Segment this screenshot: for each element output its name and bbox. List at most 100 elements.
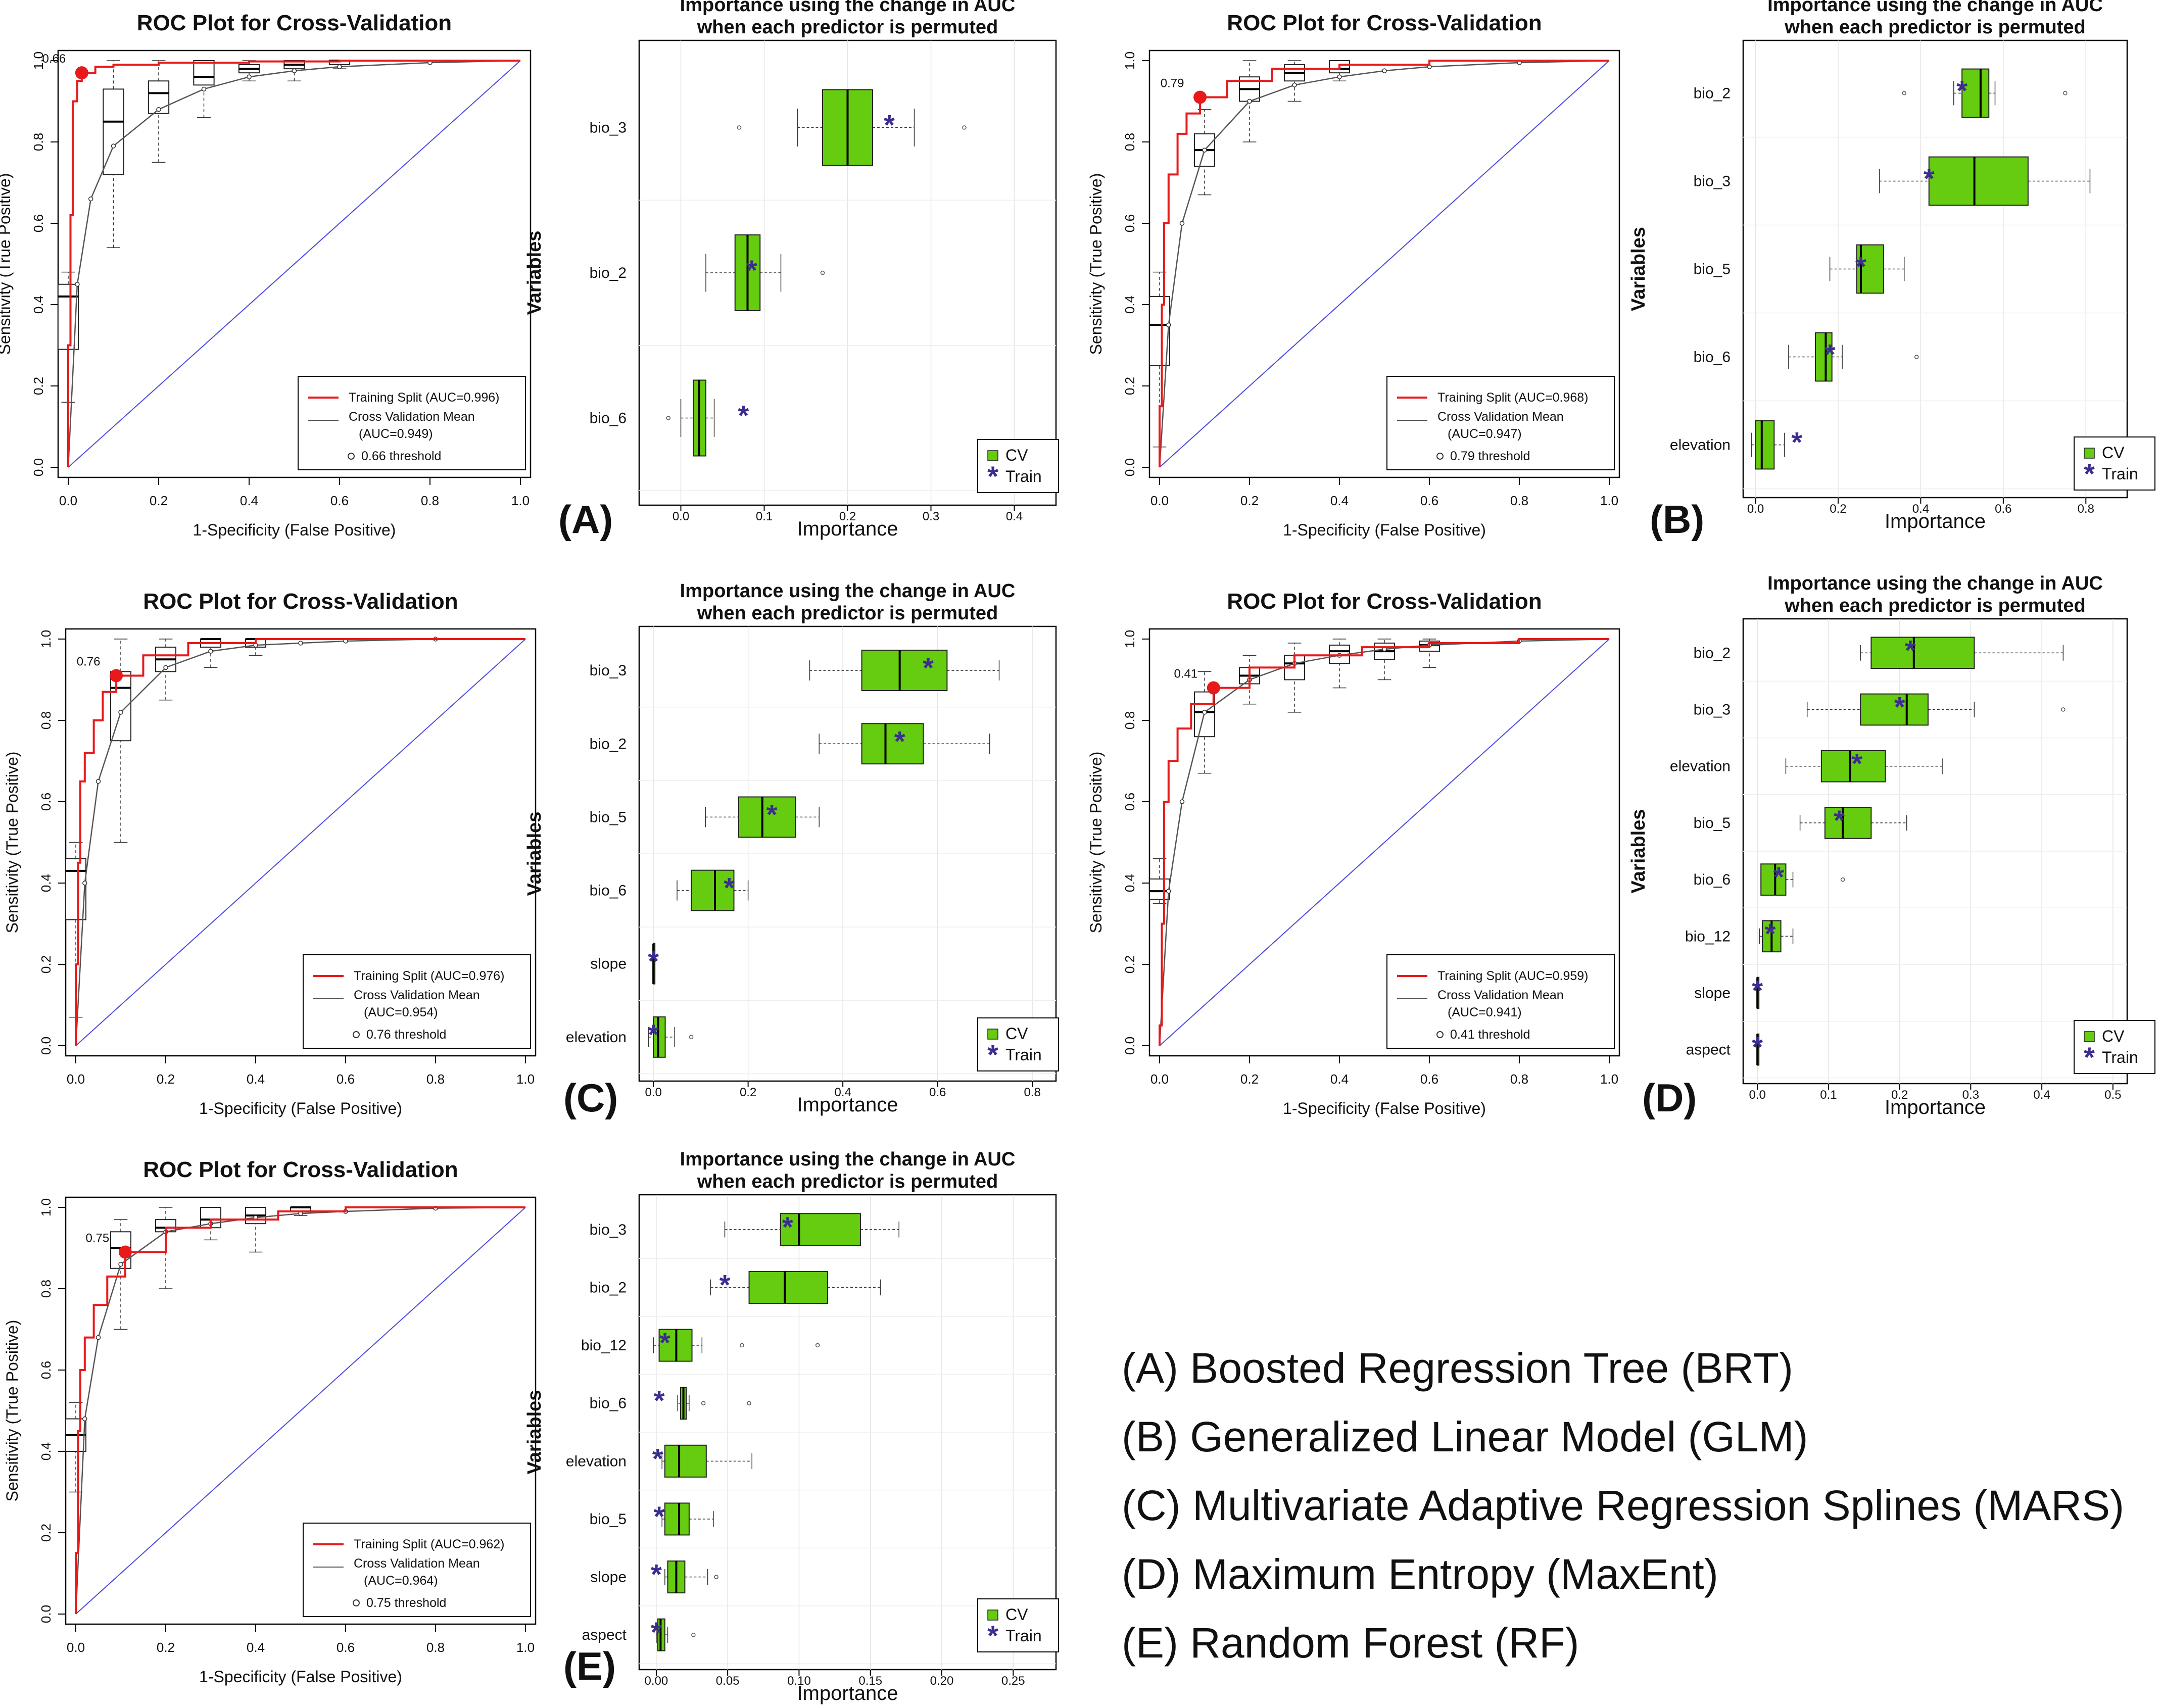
roc-plot-title: ROC Plot for Cross-Validation: [143, 589, 458, 614]
importance-variable-label: bio_5: [1694, 261, 1731, 278]
roc-training-curve: [1159, 638, 1609, 1046]
importance-x-tick-label: 0.2: [839, 510, 856, 523]
roc-legend-train-label: Training Split (AUC=0.968): [1437, 391, 1589, 405]
importance-x-tick-label: 0.6: [1995, 502, 2011, 516]
importance-variable-label: elevation: [566, 1453, 627, 1470]
roc-y-axis-label: Sensitivity (True Positive): [0, 173, 14, 355]
roc-x-tick-label: 0.0: [1150, 493, 1169, 508]
importance-title: Importance using the change in AUC: [680, 1149, 1016, 1170]
importance-train-marker: *: [1894, 691, 1905, 723]
roc-legend-threshold-swatch: [1436, 1031, 1444, 1038]
importance-train-marker: *: [1773, 861, 1784, 893]
model-legend-item: (D) Maximum Entropy (MaxEnt): [1122, 1550, 1718, 1598]
importance-train-marker: *: [651, 1558, 662, 1590]
importance-legend-train-label: Train: [1005, 1046, 1042, 1064]
importance-x-tick-label: 0.2: [1830, 502, 1846, 516]
importance-x-axis-label: Importance: [1885, 1096, 1986, 1118]
roc-x-tick-label: 0.8: [421, 493, 439, 508]
importance-x-tick-label: 0.3: [923, 510, 939, 523]
roc-cv-mean-point: [1166, 889, 1171, 894]
importance-legend-cv-label: CV: [1005, 1605, 1028, 1624]
roc-x-tick-label: 1.0: [516, 1071, 535, 1087]
roc-diagonal-line: [68, 60, 521, 468]
roc-legend-threshold-swatch: [353, 1031, 360, 1038]
importance-x-axis-label: Importance: [797, 1682, 898, 1704]
importance-variable-label: slope: [590, 1569, 627, 1586]
roc-legend-threshold-label: 0.76 threshold: [366, 1028, 446, 1042]
roc-y-tick-label: 0.6: [1122, 214, 1137, 232]
roc-legend-threshold-label: 0.75 threshold: [366, 1596, 446, 1610]
roc-y-tick-label: 0.8: [1122, 133, 1137, 151]
importance-x-axis-label: Importance: [797, 518, 898, 540]
roc-legend-train-label: Training Split (AUC=0.962): [354, 1537, 505, 1551]
roc-x-tick-label: 0.4: [1330, 493, 1349, 508]
panel-label: (C): [563, 1076, 618, 1120]
importance-legend-train-swatch: *: [2084, 458, 2095, 490]
model-legend-item: (E) Random Forest (RF): [1122, 1619, 1579, 1667]
roc-threshold-point: [118, 1245, 132, 1259]
importance-variable-label: bio_2: [590, 265, 627, 281]
roc-plot-title: ROC Plot for Cross-Validation: [1227, 11, 1542, 35]
importance-cv-box: [1860, 693, 1929, 726]
importance-train-marker: *: [884, 109, 895, 141]
importance-variable-label: bio_12: [1685, 928, 1731, 945]
importance-cv-box: [1815, 332, 1833, 382]
roc-training-curve: [75, 638, 525, 1046]
roc-cv-mean-point: [292, 68, 297, 73]
roc-x-tick-label: 1.0: [1600, 1071, 1618, 1087]
importance-variable-label: bio_2: [590, 736, 627, 752]
importance-train-marker: *: [652, 1442, 663, 1474]
importance-variable-label: bio_5: [590, 1511, 627, 1528]
roc-x-tick-label: 1.0: [516, 1640, 535, 1655]
importance-x-tick-label: 0.0: [1749, 1088, 1765, 1102]
importance-variable-label: bio_6: [590, 1395, 627, 1412]
roc-y-axis-label: Sensitivity (True Positive): [3, 752, 21, 934]
importance-train-marker: *: [894, 725, 905, 757]
roc-cv-mean-point: [1382, 68, 1387, 73]
roc-x-tick-label: 0.0: [1150, 1071, 1169, 1087]
roc-cv-mean-point: [1166, 322, 1171, 327]
importance-legend-cv-swatch: [987, 1029, 998, 1040]
importance-variable-label: bio_12: [581, 1337, 627, 1354]
importance-x-tick-label: 0.20: [930, 1674, 954, 1688]
importance-train-marker: *: [1851, 748, 1862, 779]
importance-train-marker: *: [1855, 251, 1866, 282]
importance-legend-box: [2074, 436, 2155, 491]
importance-outlier: [820, 270, 825, 275]
importance-variable-label: bio_6: [1694, 349, 1731, 366]
roc-y-tick-label: 0.0: [1122, 1037, 1137, 1055]
importance-legend-train-label: Train: [2102, 1048, 2138, 1066]
roc-x-tick-label: 0.0: [59, 493, 77, 508]
importance-outlier: [689, 1035, 694, 1040]
importance-cv-box: [1928, 156, 2029, 206]
importance-train-marker: *: [724, 872, 735, 904]
importance-legend-box: [2074, 1020, 2155, 1074]
importance-cv-box: [664, 1444, 707, 1478]
roc-cv-mean-point: [1337, 74, 1342, 79]
model-legend-item: (C) Multivariate Adaptive Regression Spl…: [1122, 1482, 2125, 1529]
importance-cv-box: [861, 650, 948, 692]
roc-cv-mean-point: [82, 881, 87, 886]
importance-outlier: [666, 416, 670, 420]
importance-x-tick-label: 0.25: [1001, 1674, 1025, 1688]
importance-train-marker: *: [719, 1268, 731, 1300]
importance-x-tick-label: 0.3: [1962, 1088, 1979, 1102]
importance-train-marker: *: [1924, 162, 1935, 194]
importance-train-marker: *: [782, 1211, 793, 1243]
importance-x-tick-label: 0.2: [740, 1086, 756, 1099]
roc-threshold-label: 0.75: [86, 1232, 110, 1245]
importance-variable-label: bio_6: [590, 883, 627, 899]
panel-label: (E): [563, 1644, 616, 1688]
roc-plot-frame: [1148, 50, 1620, 478]
importance-legend-train-swatch: *: [987, 1620, 998, 1651]
importance-legend-cv-swatch: [987, 1609, 998, 1621]
importance-legend-cv-swatch: [2084, 1031, 2095, 1042]
roc-legend-cv-auc: (AUC=0.949): [359, 427, 433, 441]
roc-cv-mean-point: [298, 641, 303, 646]
importance-cv-box: [691, 869, 735, 911]
roc-y-tick-label: 0.8: [38, 711, 54, 729]
roc-legend-cv-auc: (AUC=0.964): [364, 1574, 438, 1588]
importance-legend-train-swatch: *: [2084, 1041, 2095, 1073]
roc-plot-frame: [57, 50, 532, 478]
roc-legend-box: [303, 1523, 531, 1617]
